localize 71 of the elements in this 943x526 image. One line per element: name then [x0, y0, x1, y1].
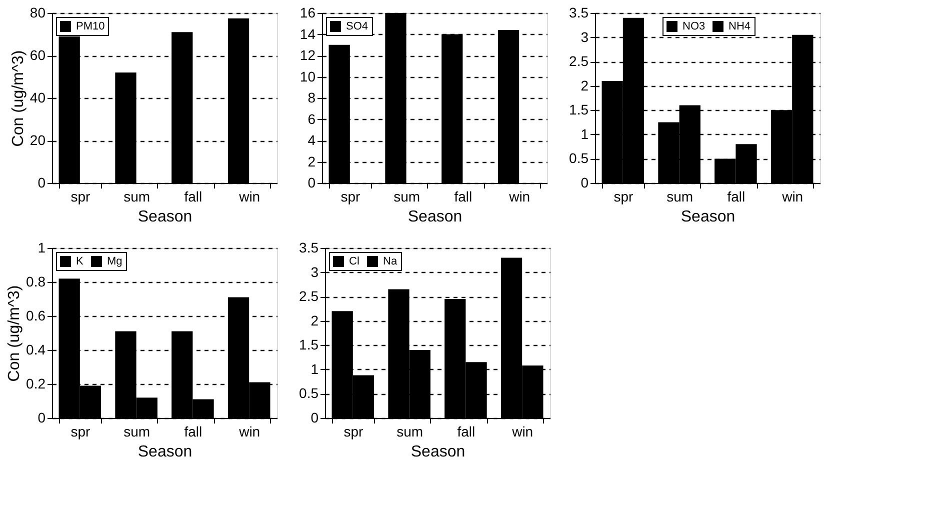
x-tick-label: sum	[396, 424, 424, 440]
legend-label: Mg	[107, 256, 122, 268]
y-tick-label: 3	[310, 264, 319, 280]
y-tick-label: 0.5	[569, 150, 589, 166]
x-tick-label: sum	[666, 188, 694, 204]
y-tick-label: 10	[300, 68, 316, 84]
x-tick-label: sum	[394, 188, 420, 204]
y-tick-label: 12	[300, 47, 316, 63]
legend-label: Na	[383, 256, 398, 268]
legend-label: NO3	[682, 20, 706, 33]
x-tick-label: sum	[124, 424, 150, 440]
y-tick-label: 14	[300, 26, 316, 42]
y-tick-label: 16	[300, 4, 316, 20]
y-tick-label: 1.5	[569, 102, 589, 118]
legend-label: NH4	[728, 20, 751, 33]
x-tick-label: win	[781, 188, 804, 204]
legend-label: SO4	[346, 20, 368, 32]
x-tick-label: win	[511, 424, 534, 440]
x-axis-title: Season	[410, 444, 466, 460]
y-tick-label: 8	[308, 90, 316, 106]
y-tick-label: 80	[30, 4, 46, 20]
legend-label: Cl	[349, 256, 360, 268]
x-axis-title: Season	[680, 208, 736, 226]
x-tick-label: sum	[124, 188, 150, 204]
x-tick-label: spr	[614, 188, 634, 204]
y-tick-label: 0.2	[26, 376, 46, 392]
x-tick-label: win	[238, 188, 260, 204]
y-tick-label: 3.5	[299, 240, 319, 256]
x-axis-title: Season	[408, 208, 462, 226]
x-tick-label: spr	[340, 188, 360, 204]
x-tick-label: fall	[454, 188, 472, 204]
y-tick-label: 60	[30, 47, 46, 63]
y-tick-label: 2.5	[569, 53, 589, 70]
y-axis-title: Con (ug/m^3)	[6, 285, 24, 382]
y-tick-label: 1.5	[299, 336, 319, 353]
legend-label: K	[76, 256, 84, 268]
y-tick-label: 1	[38, 240, 46, 256]
y-tick-label: 0.6	[26, 308, 46, 324]
x-tick-label: spr	[70, 188, 90, 204]
y-tick-label: 40	[30, 90, 46, 106]
legend-label: PM10	[76, 20, 105, 32]
x-axis-title: Season	[138, 208, 192, 226]
x-tick-label: spr	[70, 424, 90, 440]
x-tick-label: fall	[727, 188, 746, 204]
x-tick-label: win	[508, 188, 530, 204]
y-tick-label: 20	[30, 132, 46, 148]
y-tick-label: 2	[580, 77, 589, 94]
y-tick-label: 2	[310, 312, 319, 328]
y-tick-label: 3	[580, 28, 589, 45]
y-tick-label: 2	[308, 153, 316, 170]
y-tick-label: 0.8	[26, 274, 46, 290]
y-tick-label: 1	[580, 126, 589, 142]
y-tick-label: 0.5	[299, 385, 319, 402]
y-axis-title: Con (ug/m^3)	[10, 50, 27, 147]
y-tick-label: 2.5	[299, 288, 319, 304]
y-tick-label: 0.4	[26, 342, 46, 358]
y-tick-label: 6	[308, 110, 316, 127]
x-tick-label: spr	[344, 424, 364, 440]
x-tick-label: fall	[184, 424, 202, 440]
y-tick-label: 3.5	[569, 4, 589, 20]
x-tick-label: fall	[457, 424, 476, 440]
x-axis-title: Season	[138, 444, 192, 460]
x-tick-label: win	[238, 424, 260, 440]
x-tick-label: fall	[184, 188, 202, 204]
y-tick-label: 0	[38, 174, 46, 190]
y-tick-label: 0	[310, 410, 319, 426]
y-tick-label: 0	[38, 410, 46, 426]
y-tick-label: 1	[310, 360, 319, 377]
y-tick-label: 0	[308, 174, 316, 190]
y-tick-label: 4	[308, 132, 316, 148]
y-tick-label: 0	[580, 174, 589, 190]
